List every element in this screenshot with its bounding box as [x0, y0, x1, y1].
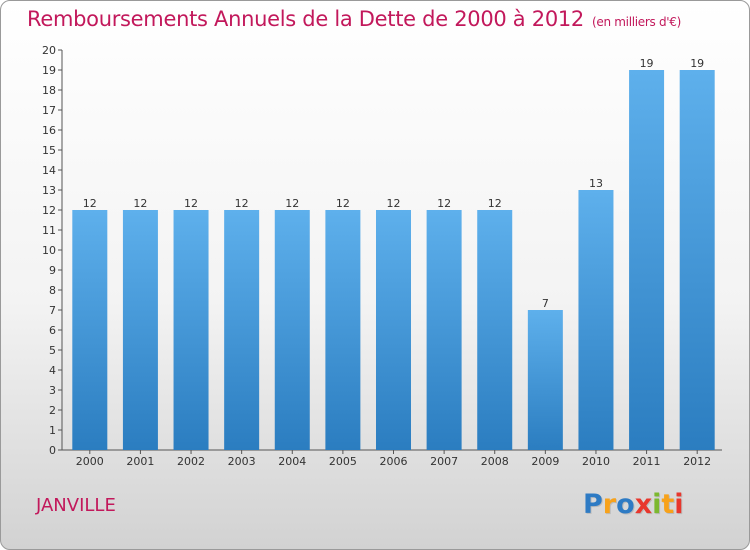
logo-letter: x — [634, 489, 653, 520]
data-label: 12 — [488, 197, 502, 210]
x-tick-label: 2002 — [177, 455, 205, 468]
data-label: 19 — [640, 57, 654, 70]
y-tick-label: 1 — [49, 424, 56, 437]
y-tick-label: 6 — [49, 324, 56, 337]
x-tick-label: 2011 — [633, 455, 661, 468]
data-label: 12 — [387, 197, 401, 210]
x-tick-label: 2007 — [430, 455, 458, 468]
x-tick-label: 2012 — [683, 455, 711, 468]
logo-letter: o — [616, 489, 635, 520]
x-tick-label: 2000 — [76, 455, 104, 468]
y-tick-label: 18 — [42, 84, 56, 97]
x-tick-label: 2006 — [380, 455, 408, 468]
data-label: 12 — [235, 197, 249, 210]
x-tick-label: 2003 — [228, 455, 256, 468]
data-label: 12 — [437, 197, 451, 210]
bar — [122, 210, 158, 450]
bar — [629, 70, 665, 450]
data-label: 12 — [83, 197, 97, 210]
x-tick-label: 2010 — [582, 455, 610, 468]
bar — [578, 190, 614, 450]
logo-letter: r — [602, 489, 617, 520]
chart-title-row: Remboursements Annuels de la Dette de 20… — [27, 7, 681, 31]
y-tick-label: 15 — [42, 144, 56, 157]
y-tick-label: 12 — [42, 204, 56, 217]
y-tick-label: 4 — [49, 364, 56, 377]
data-label: 12 — [184, 197, 198, 210]
chart-subtitle: (en milliers d'€) — [592, 15, 682, 29]
logo-letter: i — [652, 489, 662, 520]
bar — [426, 210, 462, 450]
x-tick-label: 2009 — [531, 455, 559, 468]
bar — [274, 210, 310, 450]
data-label: 7 — [542, 297, 549, 310]
data-label: 13 — [589, 177, 603, 190]
data-label: 12 — [285, 197, 299, 210]
data-label: 19 — [690, 57, 704, 70]
chart-title: Remboursements Annuels de la Dette de 20… — [27, 7, 584, 31]
y-tick-label: 19 — [42, 64, 56, 77]
y-tick-label: 0 — [49, 444, 56, 457]
bar — [224, 210, 260, 450]
x-tick-label: 2004 — [278, 455, 306, 468]
bar — [527, 310, 563, 450]
x-tick-label: 2008 — [481, 455, 509, 468]
x-tick-label: 2001 — [126, 455, 154, 468]
x-tick-label: 2005 — [329, 455, 357, 468]
y-tick-label: 3 — [49, 384, 56, 397]
bar — [477, 210, 513, 450]
logo-letter: i — [674, 489, 684, 520]
y-tick-label: 8 — [49, 284, 56, 297]
logo-letter: t — [661, 489, 675, 520]
y-tick-label: 13 — [42, 184, 56, 197]
bar — [679, 70, 715, 450]
data-label: 12 — [133, 197, 147, 210]
y-tick-label: 9 — [49, 264, 56, 277]
commune-name: JANVILLE — [36, 495, 116, 516]
bar — [72, 210, 108, 450]
y-tick-label: 20 — [42, 44, 56, 57]
logo-letter: P — [583, 489, 603, 520]
bar — [325, 210, 361, 450]
proxiti-logo: Proxiti — [583, 489, 684, 520]
y-tick-label: 11 — [42, 224, 56, 237]
y-tick-label: 2 — [49, 404, 56, 417]
bar — [173, 210, 209, 450]
y-tick-label: 17 — [42, 104, 56, 117]
bar-series: 12 12 12 12 12 12 12 12 12 7 13 19 19 — [72, 57, 715, 450]
y-tick-label: 7 — [49, 304, 56, 317]
data-label: 12 — [336, 197, 350, 210]
y-tick-label: 14 — [42, 164, 56, 177]
y-tick-label: 10 — [42, 244, 56, 257]
y-tick-label: 16 — [42, 124, 56, 137]
y-tick-label: 5 — [49, 344, 56, 357]
bar — [376, 210, 411, 450]
